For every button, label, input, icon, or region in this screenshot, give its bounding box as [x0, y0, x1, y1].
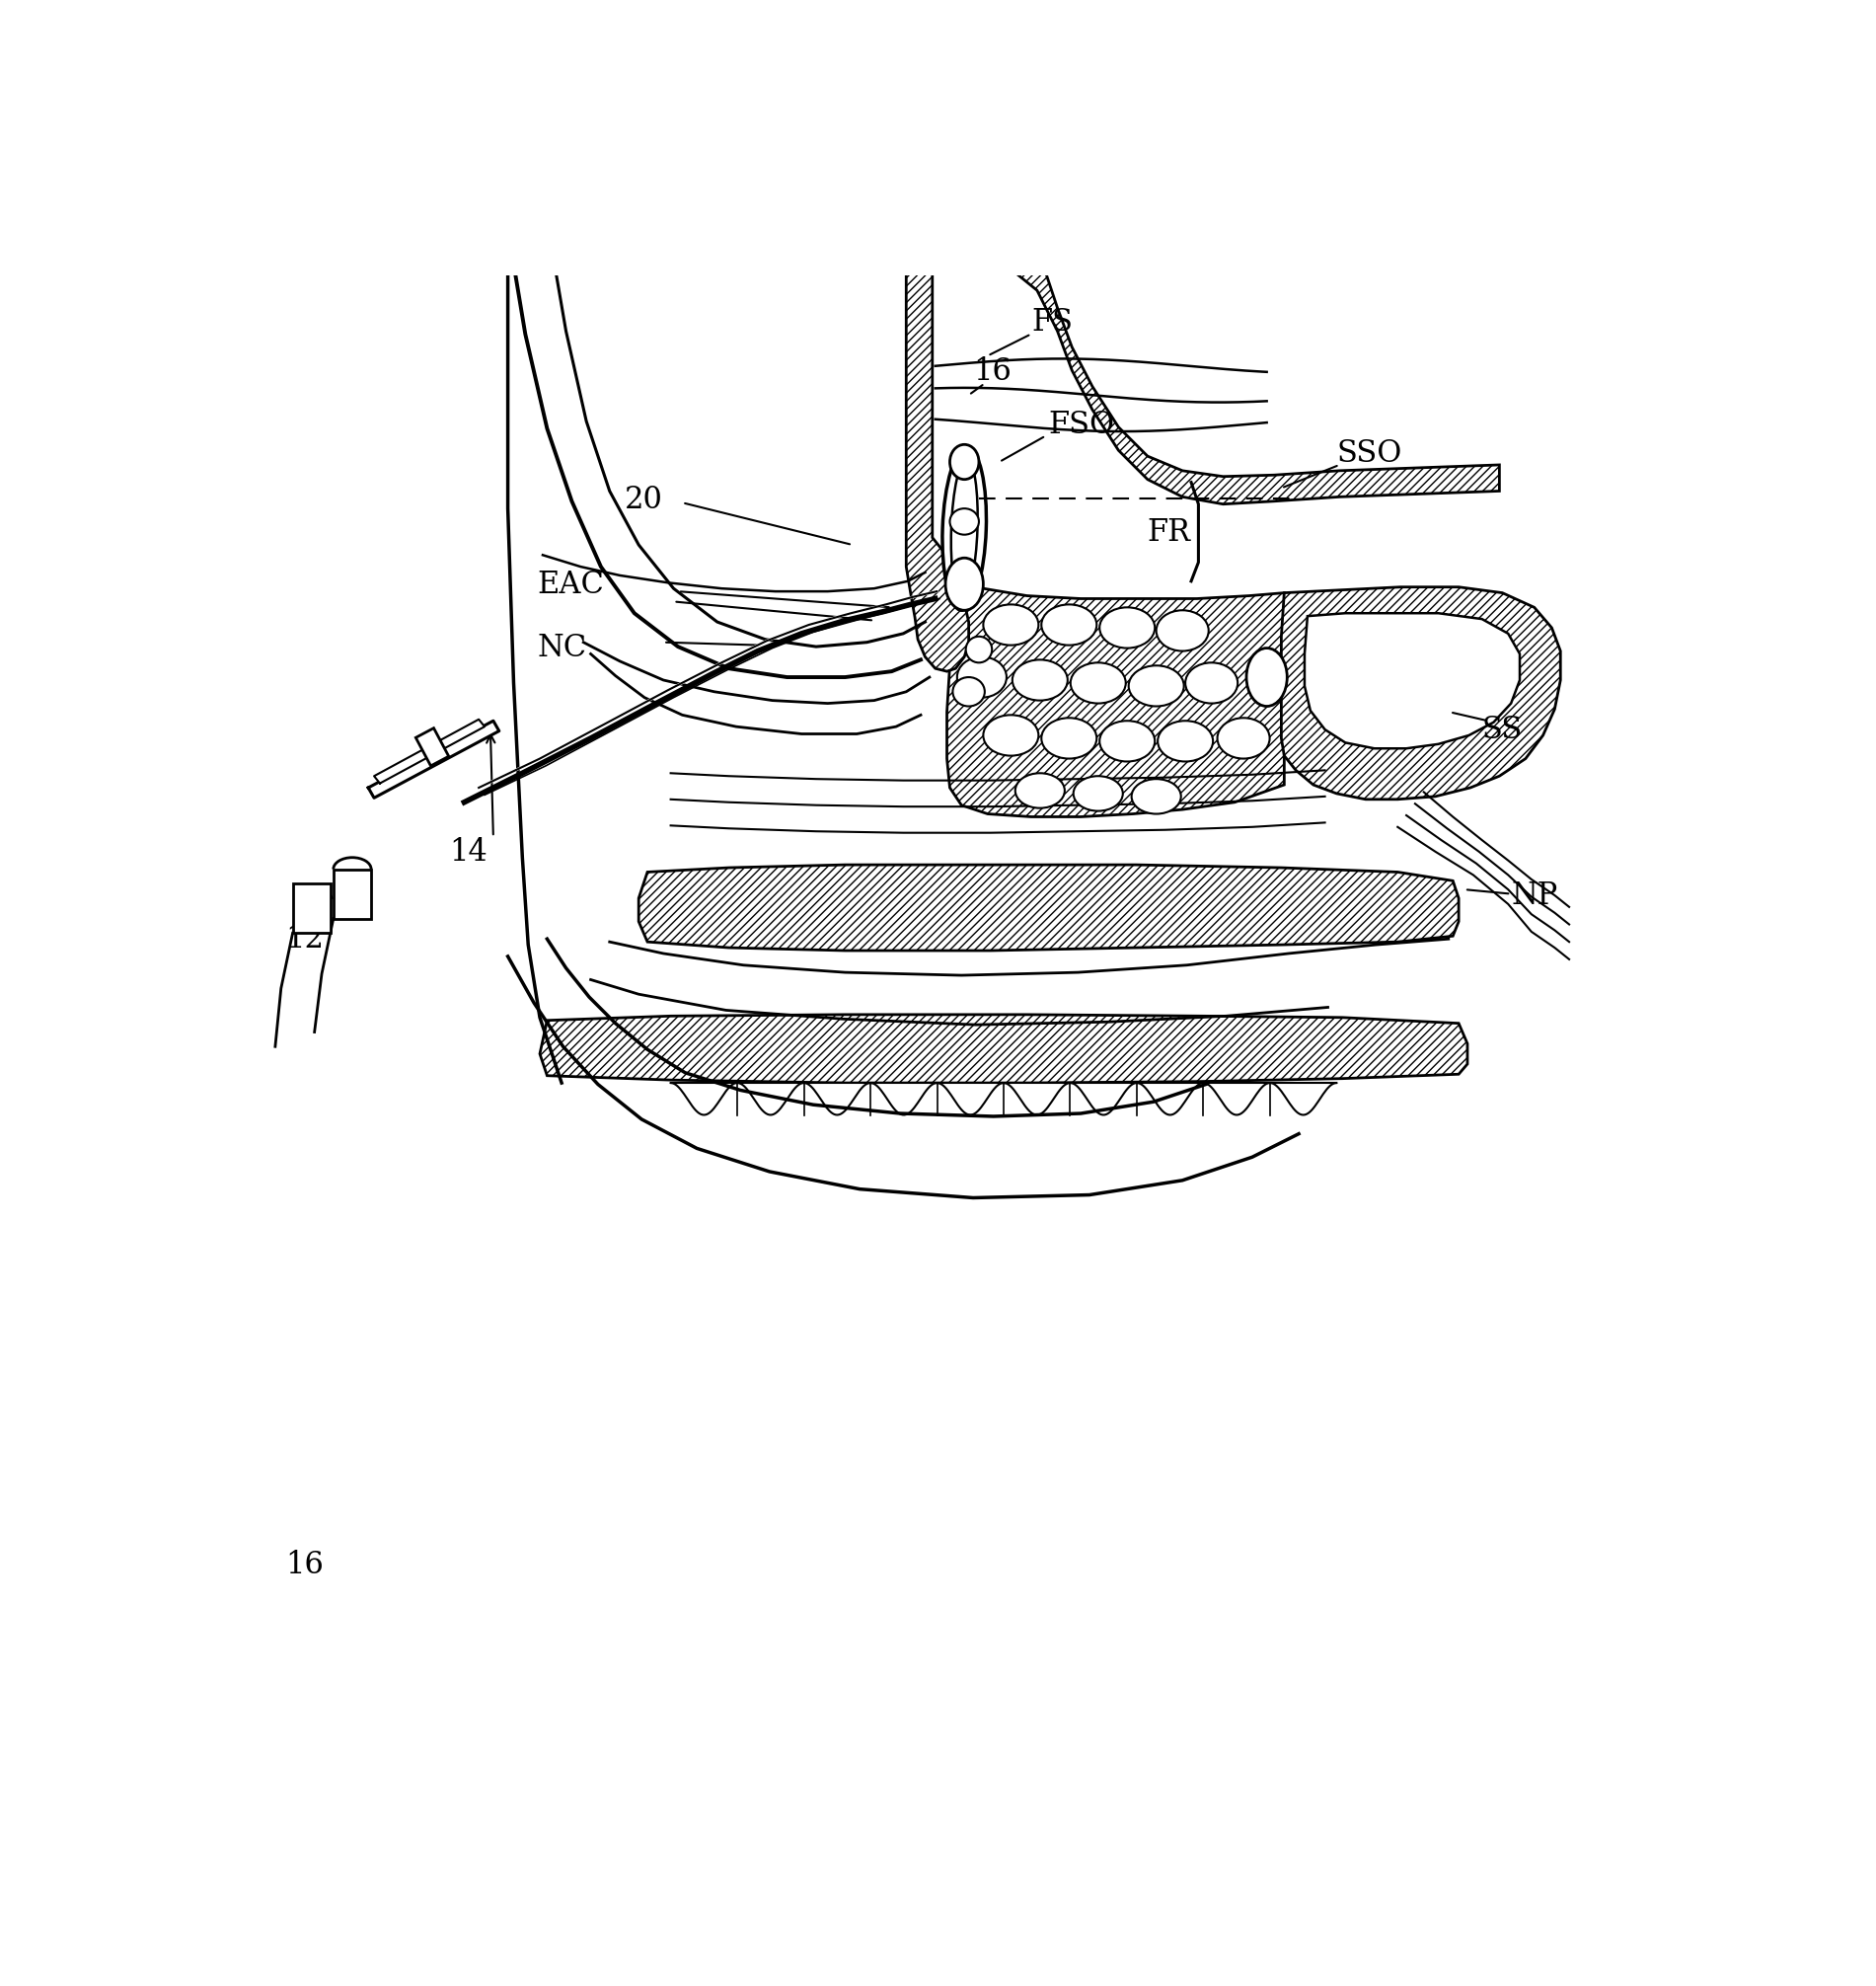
- Ellipse shape: [1013, 659, 1067, 701]
- Ellipse shape: [1131, 779, 1182, 814]
- Ellipse shape: [1218, 717, 1270, 759]
- Ellipse shape: [1041, 604, 1097, 645]
- Polygon shape: [638, 864, 1460, 951]
- Polygon shape: [540, 1015, 1467, 1082]
- Ellipse shape: [951, 459, 977, 598]
- Ellipse shape: [1099, 721, 1156, 761]
- Text: 14: 14: [450, 836, 488, 868]
- Bar: [416, 729, 448, 767]
- Circle shape: [966, 636, 992, 663]
- Text: FS: FS: [1032, 308, 1073, 338]
- Ellipse shape: [1015, 773, 1066, 808]
- Text: 20: 20: [625, 485, 662, 516]
- Polygon shape: [947, 582, 1285, 816]
- Ellipse shape: [949, 445, 979, 479]
- Text: EAC: EAC: [537, 570, 604, 600]
- Text: FR: FR: [1148, 516, 1191, 548]
- Text: FSO: FSO: [1049, 409, 1114, 439]
- Bar: [293, 884, 330, 933]
- Ellipse shape: [1041, 717, 1097, 759]
- Ellipse shape: [1129, 665, 1184, 707]
- Text: SSO: SSO: [1336, 439, 1401, 469]
- Ellipse shape: [1073, 777, 1124, 810]
- Ellipse shape: [946, 558, 983, 610]
- Polygon shape: [1281, 588, 1561, 798]
- Ellipse shape: [1099, 608, 1156, 647]
- Text: NC: NC: [537, 634, 587, 663]
- Text: 16: 16: [285, 1549, 325, 1581]
- Bar: [334, 870, 371, 920]
- Ellipse shape: [983, 715, 1039, 757]
- Ellipse shape: [983, 604, 1039, 645]
- Polygon shape: [906, 246, 968, 671]
- Polygon shape: [373, 719, 484, 782]
- Ellipse shape: [1246, 647, 1287, 707]
- Ellipse shape: [1156, 610, 1208, 651]
- Text: NP: NP: [1510, 880, 1557, 912]
- Ellipse shape: [942, 447, 987, 610]
- Ellipse shape: [949, 508, 979, 534]
- Ellipse shape: [1157, 721, 1214, 761]
- Text: SS: SS: [1482, 715, 1523, 745]
- Text: 16: 16: [974, 357, 1011, 387]
- Ellipse shape: [1071, 663, 1126, 703]
- Polygon shape: [906, 246, 1499, 504]
- Text: 12: 12: [285, 923, 325, 955]
- Polygon shape: [1304, 614, 1520, 749]
- Ellipse shape: [953, 677, 985, 707]
- Ellipse shape: [1186, 663, 1238, 703]
- Polygon shape: [368, 721, 499, 798]
- Ellipse shape: [957, 657, 1007, 697]
